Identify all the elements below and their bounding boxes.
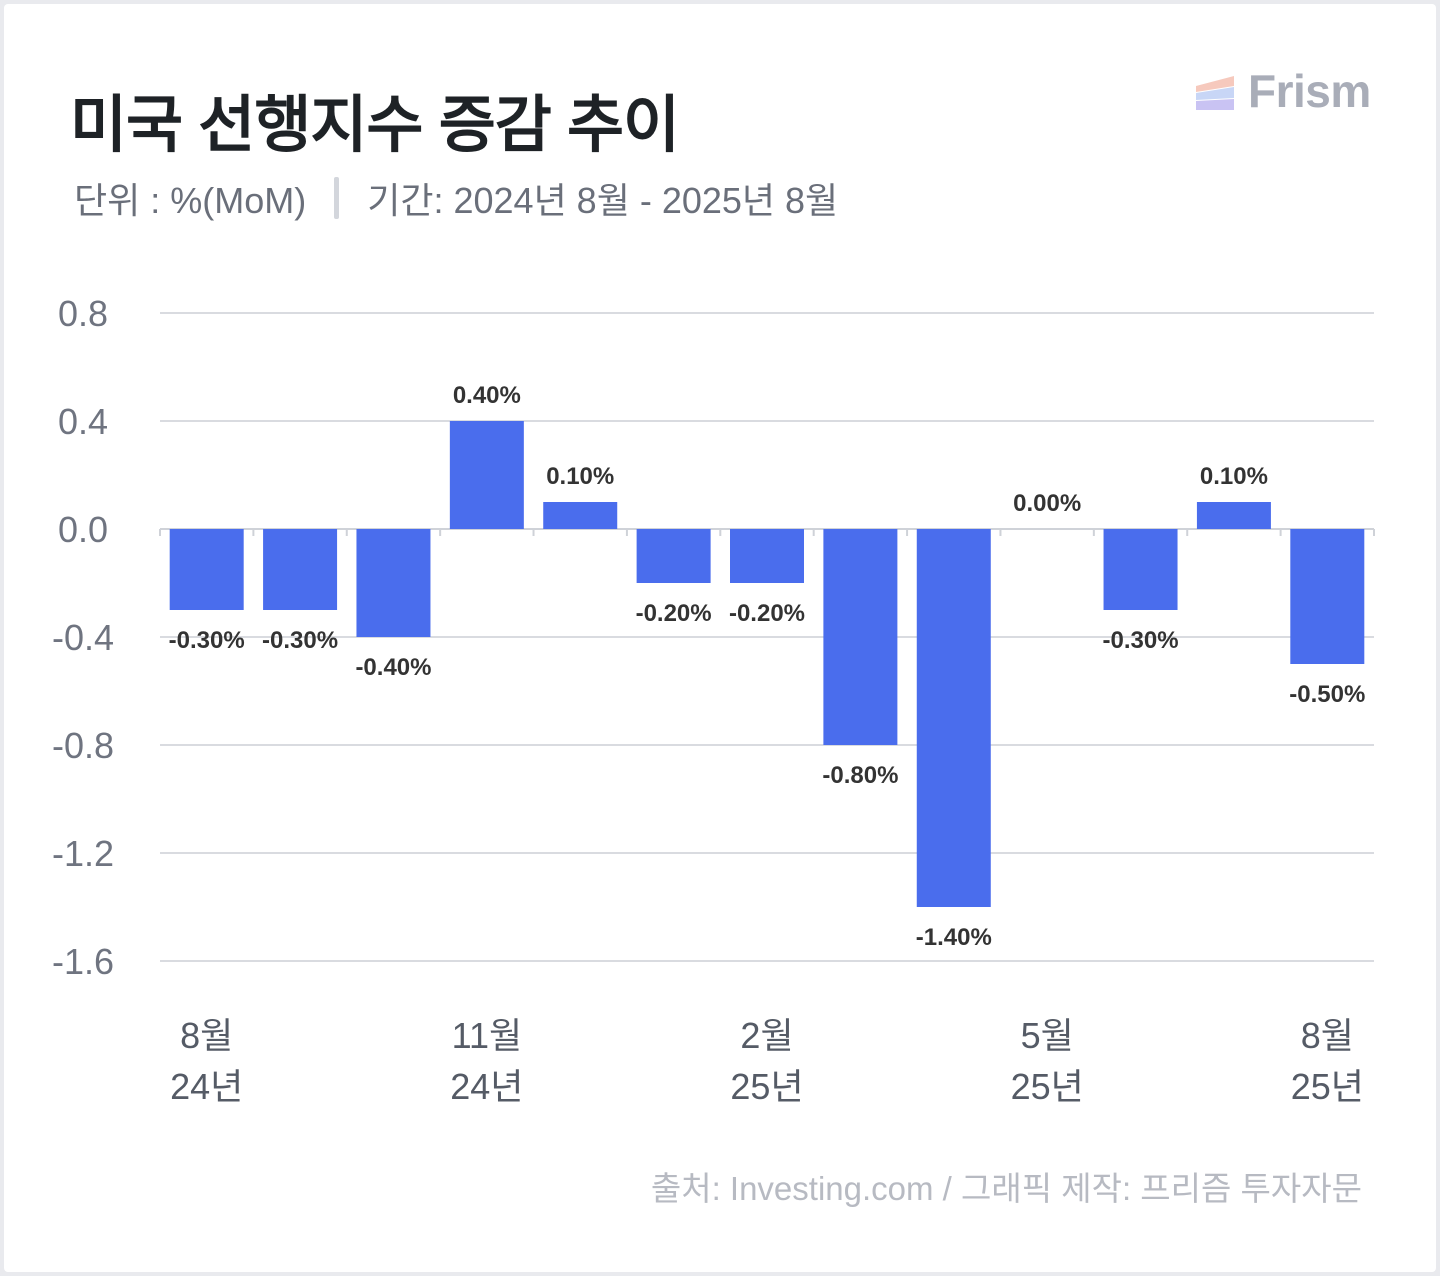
data-label: -0.30%	[262, 627, 338, 654]
unit-label: 단위 : %(MoM)	[74, 180, 307, 221]
x-tick-year: 25년	[1011, 1066, 1084, 1107]
data-label: -0.50%	[1289, 681, 1365, 708]
y-tick-label: -1.6	[52, 941, 114, 982]
y-tick-label: 0.0	[58, 509, 108, 550]
period-label: 기간: 2024년 8월 - 2025년 8월	[367, 180, 839, 221]
x-tick-month: 8월	[180, 1015, 233, 1056]
data-label: -1.40%	[916, 924, 992, 951]
x-tick-month: 11월	[452, 1015, 523, 1056]
frism-logo: Frism	[1194, 65, 1371, 117]
x-tick-year: 24년	[170, 1066, 243, 1107]
data-label: 0.10%	[546, 463, 614, 490]
x-tick-month: 2월	[740, 1015, 793, 1056]
y-tick-label: -1.2	[52, 833, 114, 874]
bar	[263, 529, 338, 610]
source-note: 출처: Investing.com / 그래픽 제작: 프리즘 투자자문	[650, 1170, 1362, 1207]
bar	[916, 529, 991, 907]
bar	[449, 421, 524, 529]
x-tick-year: 24년	[450, 1066, 523, 1107]
logo-text: Frism	[1248, 65, 1371, 117]
data-label: 0.10%	[1200, 463, 1268, 490]
y-tick-label: 0.8	[58, 293, 108, 334]
data-label: -0.20%	[636, 600, 712, 627]
x-tick-month: 5월	[1021, 1015, 1074, 1056]
bar	[1196, 502, 1271, 529]
chart-title: 미국 선행지수 증감 추이	[70, 91, 680, 160]
data-label: -0.30%	[169, 627, 245, 654]
data-label: 0.40%	[453, 382, 521, 409]
y-tick-label: -0.8	[52, 725, 114, 766]
bar	[823, 529, 898, 745]
data-label: 0.00%	[1013, 490, 1081, 517]
bar	[1290, 529, 1365, 664]
x-tick-month: 8월	[1301, 1015, 1354, 1056]
data-label: -0.20%	[729, 600, 805, 627]
x-tick-year: 25년	[1291, 1066, 1364, 1107]
bar	[356, 529, 431, 637]
bar	[730, 529, 804, 583]
frism-layers-icon	[1196, 76, 1234, 110]
bar	[543, 502, 618, 529]
bar	[636, 529, 711, 583]
subtitle-divider	[334, 177, 340, 219]
x-tick-year: 25년	[730, 1066, 803, 1107]
bar	[1103, 529, 1178, 610]
bar	[169, 529, 244, 610]
chart-subtitle: 단위 : %(MoM) 기간: 2024년 8월 - 2025년 8월	[74, 174, 838, 222]
y-tick-label: 0.4	[58, 401, 108, 442]
data-label: -0.40%	[355, 654, 431, 681]
data-label: -0.80%	[822, 762, 898, 789]
y-tick-label: -0.4	[52, 617, 114, 658]
data-label: -0.30%	[1103, 627, 1179, 654]
